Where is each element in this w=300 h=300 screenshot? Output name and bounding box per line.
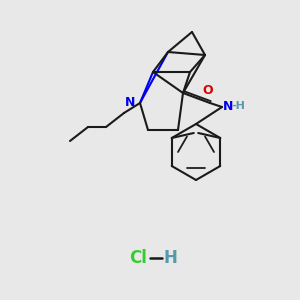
- Text: O: O: [203, 84, 213, 97]
- Text: -H: -H: [231, 101, 245, 111]
- Text: H: H: [163, 249, 177, 267]
- Text: Cl: Cl: [129, 249, 147, 267]
- Text: N: N: [124, 97, 135, 110]
- Text: N: N: [223, 100, 233, 113]
